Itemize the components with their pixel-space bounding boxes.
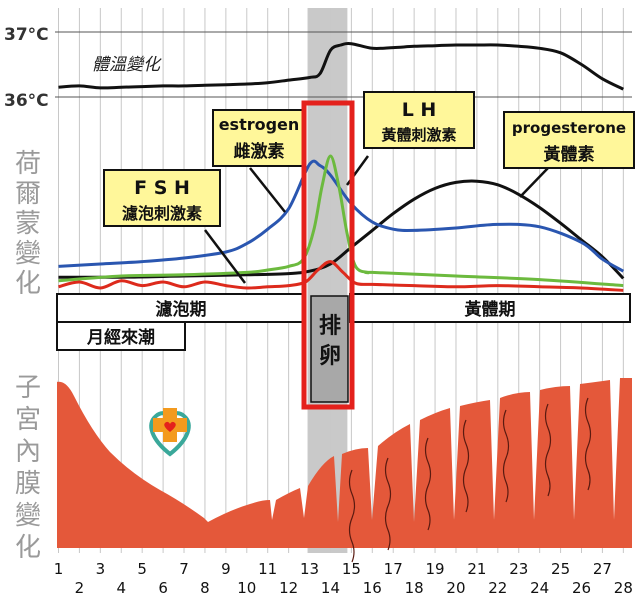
- day-tick-label: 13: [300, 560, 319, 578]
- ovulation-label: 排卵: [319, 314, 341, 369]
- day-tick-label: 16: [363, 579, 382, 597]
- estrogen-leader: [249, 167, 286, 213]
- blood-vessel: [462, 419, 470, 513]
- temp-37-label: 37°C: [4, 25, 49, 45]
- day-tick-label: 9: [221, 560, 231, 578]
- callout-estrogen-line1: estrogen: [219, 115, 300, 134]
- day-tick-label: 4: [116, 579, 126, 597]
- day-tick-label: 19: [426, 560, 445, 578]
- day-tick-label: 2: [75, 579, 85, 597]
- section-label-char: 變: [15, 239, 41, 269]
- section-label-char: 子: [15, 373, 41, 403]
- progesterone-leader: [519, 167, 549, 198]
- heart-cross-logo: [149, 408, 191, 457]
- phase-bars: 濾泡期 黃體期 月經來潮: [56, 293, 631, 351]
- day-tick-label: 20: [446, 579, 465, 597]
- ovulation-box: 排卵: [301, 100, 355, 410]
- blood-vessel: [384, 457, 392, 551]
- day-tick-label: 6: [158, 579, 168, 597]
- blood-vessel: [348, 469, 356, 563]
- day-tick-label: 14: [321, 579, 340, 597]
- temperature-line: [58, 42, 624, 91]
- estrogen-line: [58, 159, 625, 273]
- callout-progesterone-line1: progesterone: [512, 119, 626, 137]
- day-tick-label: 1: [54, 560, 64, 578]
- callout-estrogen: estrogen 雌激素: [212, 109, 306, 167]
- day-tick-label: 8: [200, 579, 210, 597]
- fsh-line: [58, 260, 624, 292]
- ovulation-label-char: 排: [319, 314, 341, 339]
- callout-lh-line2: 黃體刺激素: [381, 126, 456, 144]
- callout-fsh-line1: F S H: [134, 177, 190, 199]
- day-tick-label: 25: [551, 560, 570, 578]
- day-tick-label: 15: [342, 560, 361, 578]
- follicular-phase-bar: [56, 293, 306, 323]
- menstruation-label: 月經來潮: [86, 327, 155, 348]
- section-label-char: 蒙: [15, 209, 41, 239]
- day-tick-label: 22: [488, 579, 507, 597]
- blood-vessel: [502, 409, 510, 503]
- section-label-char: 爾: [15, 179, 41, 209]
- callout-progesterone-line2: 黃體素: [543, 145, 595, 165]
- day-tick-label: 18: [405, 579, 424, 597]
- endometrium-illustration: [57, 378, 632, 563]
- temperature-series-label: 體溫變化: [92, 55, 162, 75]
- section-label-char: 荷: [15, 149, 41, 179]
- blood-vessel: [544, 403, 552, 497]
- day-tick-label: 7: [179, 560, 189, 578]
- callout-lh-line1: L H: [402, 99, 437, 121]
- callout-estrogen-line2: 雌激素: [234, 141, 285, 162]
- day-tick-label: 27: [593, 560, 612, 578]
- hormone-curves: [58, 42, 625, 292]
- section-label-char: 化: [15, 533, 41, 563]
- day-tick-label: 21: [467, 560, 486, 578]
- callout-lh: L H 黃體刺激素: [363, 91, 475, 149]
- progesterone-line: [58, 179, 625, 280]
- section-label-char: 宮: [15, 405, 41, 435]
- section-label-char: 膜: [15, 469, 41, 499]
- day-tick-label: 28: [614, 579, 633, 597]
- fsh-leader: [204, 229, 246, 284]
- day-tick-label: 5: [137, 560, 147, 578]
- day-gridlines: [58, 8, 624, 553]
- day-axis: 1234567891011121314151617181920212223242…: [54, 560, 633, 597]
- menstruation-bar: [56, 321, 186, 351]
- luteal-phase-bar: [349, 293, 631, 323]
- section-label-char: 變: [15, 501, 41, 531]
- follicular-phase-label: 濾泡期: [156, 299, 207, 320]
- blood-vessel: [424, 437, 432, 531]
- ovulation-label-char: 卵: [319, 344, 341, 369]
- day-tick-label: 26: [572, 579, 591, 597]
- temp-36-label: 36°C: [4, 91, 49, 111]
- lh-line: [58, 154, 624, 288]
- blood-vessel: [584, 397, 592, 491]
- callout-leaders: [204, 155, 549, 284]
- hormones-section-label: 荷爾蒙變化: [15, 149, 41, 299]
- day-tick-label: 3: [96, 560, 106, 578]
- day-tick-label: 12: [279, 579, 298, 597]
- day-tick-label: 24: [530, 579, 549, 597]
- callout-fsh-line2: 濾泡刺激素: [122, 204, 202, 223]
- day-tick-label: 11: [258, 560, 277, 578]
- day-tick-label: 17: [384, 560, 403, 578]
- section-label-char: 內: [15, 437, 41, 467]
- callout-progesterone: progesterone 黃體素: [503, 111, 635, 169]
- luteal-phase-label: 黃體期: [464, 300, 516, 320]
- day-tick-label: 10: [237, 579, 256, 597]
- endometrium-section-label: 子宮內膜變化: [15, 373, 41, 563]
- endometrium-tissue: [57, 378, 632, 548]
- section-label-char: 化: [15, 269, 41, 299]
- day-tick-label: 23: [509, 560, 528, 578]
- callout-fsh: F S H 濾泡刺激素: [103, 169, 221, 227]
